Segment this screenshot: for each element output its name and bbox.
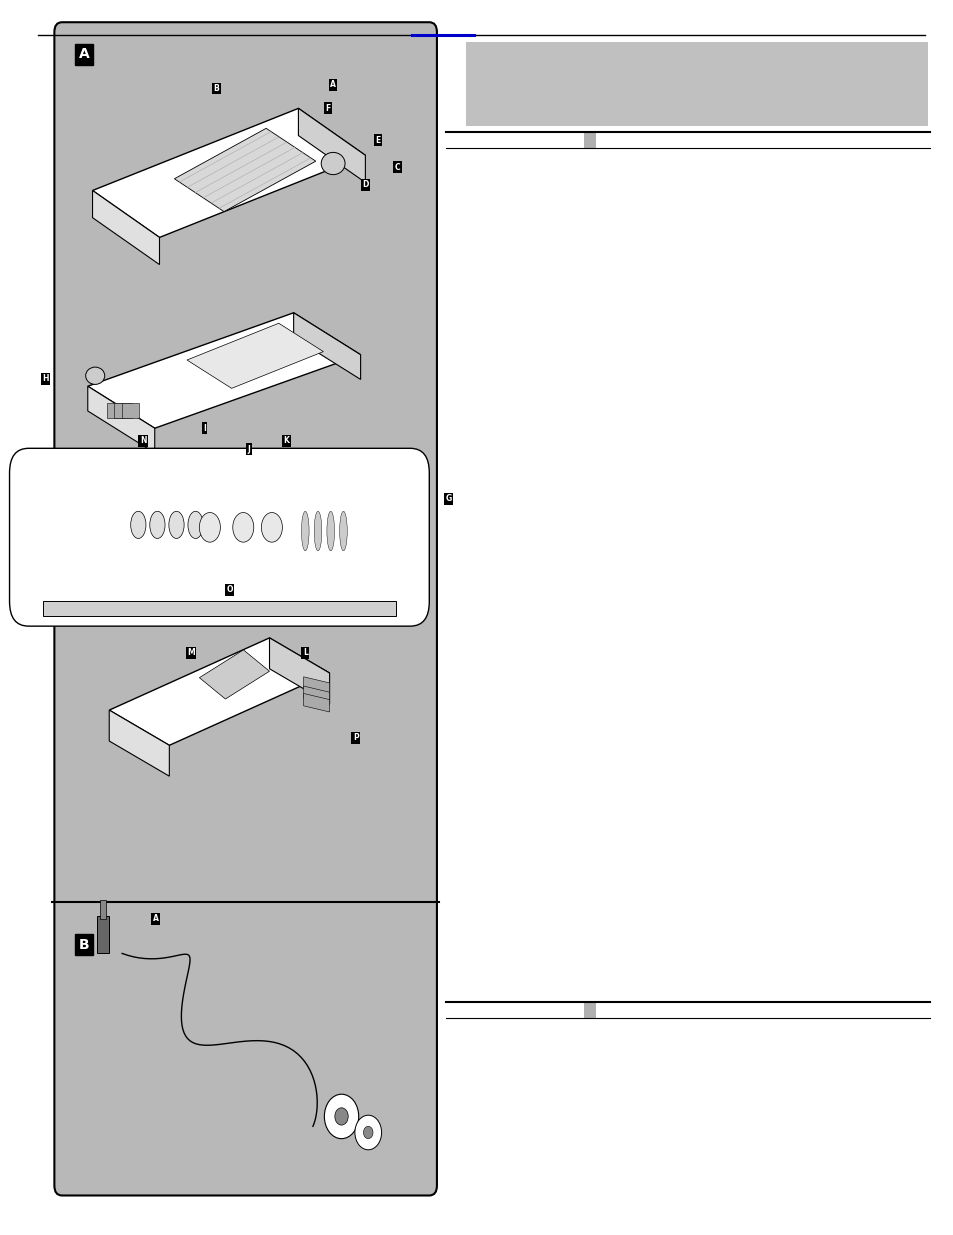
Text: H: H (42, 374, 49, 383)
Polygon shape (303, 687, 330, 704)
Ellipse shape (131, 511, 146, 538)
Bar (97, 916, 109, 953)
Circle shape (363, 1126, 373, 1139)
Text: K: K (283, 436, 289, 446)
Polygon shape (114, 403, 132, 417)
Text: N: N (140, 436, 146, 446)
Ellipse shape (327, 511, 335, 551)
Polygon shape (88, 387, 154, 453)
Ellipse shape (261, 513, 282, 542)
Text: A: A (152, 914, 158, 924)
Polygon shape (107, 403, 124, 417)
Polygon shape (43, 601, 395, 616)
Text: A: A (330, 80, 335, 89)
Text: L: L (302, 648, 308, 657)
Ellipse shape (321, 152, 345, 174)
Text: C: C (395, 163, 400, 172)
Ellipse shape (301, 511, 309, 551)
Circle shape (355, 1115, 381, 1150)
Circle shape (324, 1094, 358, 1139)
Polygon shape (298, 109, 365, 183)
Text: F: F (325, 104, 331, 112)
Ellipse shape (150, 511, 165, 538)
Text: B: B (78, 937, 90, 952)
Bar (583, 1003, 596, 1018)
Text: D: D (362, 180, 368, 189)
Polygon shape (303, 677, 330, 695)
Text: J: J (247, 445, 251, 453)
Bar (100, 900, 106, 919)
Ellipse shape (314, 511, 321, 551)
Polygon shape (294, 312, 360, 379)
Text: M: M (187, 648, 194, 657)
Text: A: A (78, 47, 90, 62)
Bar (583, 133, 596, 148)
Ellipse shape (233, 513, 253, 542)
Ellipse shape (339, 511, 347, 551)
Text: I: I (203, 424, 206, 432)
Polygon shape (109, 638, 330, 746)
FancyBboxPatch shape (10, 448, 429, 626)
Text: E: E (375, 136, 380, 144)
Ellipse shape (188, 511, 203, 538)
Bar (465, 42, 927, 126)
Polygon shape (92, 109, 365, 237)
Circle shape (335, 1108, 348, 1125)
Polygon shape (303, 694, 330, 711)
Polygon shape (187, 324, 323, 388)
Polygon shape (92, 190, 159, 264)
Ellipse shape (86, 367, 105, 384)
Polygon shape (199, 650, 270, 699)
Polygon shape (88, 312, 360, 429)
Polygon shape (174, 128, 315, 211)
Ellipse shape (199, 513, 220, 542)
Text: B: B (213, 84, 219, 93)
FancyBboxPatch shape (54, 22, 436, 1195)
Text: O: O (226, 585, 233, 594)
Polygon shape (270, 638, 330, 704)
Polygon shape (109, 710, 170, 777)
Text: G: G (445, 494, 451, 503)
Text: P: P (353, 734, 358, 742)
Polygon shape (121, 403, 138, 417)
Ellipse shape (169, 511, 184, 538)
